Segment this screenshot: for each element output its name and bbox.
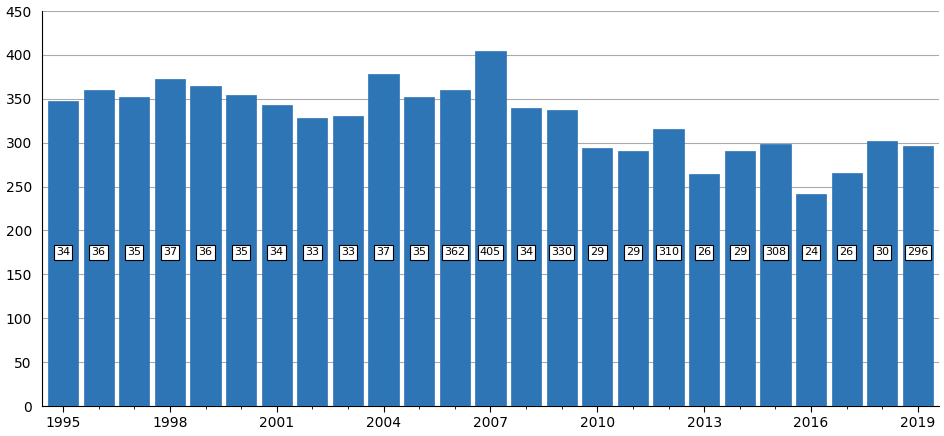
Bar xyxy=(546,110,576,406)
Bar xyxy=(190,85,220,406)
Text: 33: 33 xyxy=(341,247,355,257)
Text: 30: 30 xyxy=(874,247,888,257)
Bar xyxy=(404,97,434,406)
Bar xyxy=(226,95,256,406)
Text: 296: 296 xyxy=(906,247,928,257)
Text: 33: 33 xyxy=(305,247,319,257)
Bar xyxy=(475,51,505,406)
Text: 37: 37 xyxy=(162,247,177,257)
Text: 330: 330 xyxy=(550,247,571,257)
Text: 34: 34 xyxy=(518,247,532,257)
Text: 310: 310 xyxy=(657,247,679,257)
Text: 35: 35 xyxy=(412,247,426,257)
Bar xyxy=(652,129,683,406)
Bar xyxy=(83,90,113,406)
Text: 35: 35 xyxy=(127,247,141,257)
Text: 308: 308 xyxy=(764,247,785,257)
Bar xyxy=(511,108,541,406)
Bar xyxy=(48,102,78,406)
Bar xyxy=(439,90,469,406)
Bar xyxy=(724,150,754,406)
Text: 34: 34 xyxy=(269,247,283,257)
Text: 362: 362 xyxy=(444,247,464,257)
Text: 29: 29 xyxy=(625,247,639,257)
Text: 29: 29 xyxy=(732,247,746,257)
Text: 405: 405 xyxy=(480,247,500,257)
Bar xyxy=(867,141,897,406)
Bar xyxy=(688,174,718,406)
Text: 24: 24 xyxy=(803,247,818,257)
Bar xyxy=(261,105,292,406)
Text: 26: 26 xyxy=(838,247,852,257)
Bar xyxy=(902,146,932,406)
Text: 26: 26 xyxy=(697,247,711,257)
Text: 29: 29 xyxy=(590,247,604,257)
Bar xyxy=(795,194,825,406)
Bar xyxy=(297,118,328,406)
Text: 37: 37 xyxy=(376,247,390,257)
Bar xyxy=(617,150,648,406)
Bar xyxy=(582,148,612,406)
Bar xyxy=(155,78,185,406)
Text: 36: 36 xyxy=(198,247,212,257)
Bar xyxy=(119,97,149,406)
Bar xyxy=(760,143,790,406)
Bar xyxy=(368,74,398,406)
Bar xyxy=(332,116,362,406)
Text: 34: 34 xyxy=(56,247,70,257)
Text: 36: 36 xyxy=(92,247,106,257)
Text: 35: 35 xyxy=(234,247,248,257)
Bar xyxy=(831,174,861,406)
